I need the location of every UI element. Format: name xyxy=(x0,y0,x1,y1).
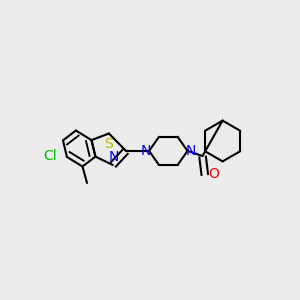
Text: Cl: Cl xyxy=(43,149,57,163)
Text: N: N xyxy=(141,144,151,158)
Text: O: O xyxy=(208,167,219,181)
Text: N: N xyxy=(185,144,196,158)
Text: S: S xyxy=(104,137,113,151)
Text: N: N xyxy=(108,150,118,164)
